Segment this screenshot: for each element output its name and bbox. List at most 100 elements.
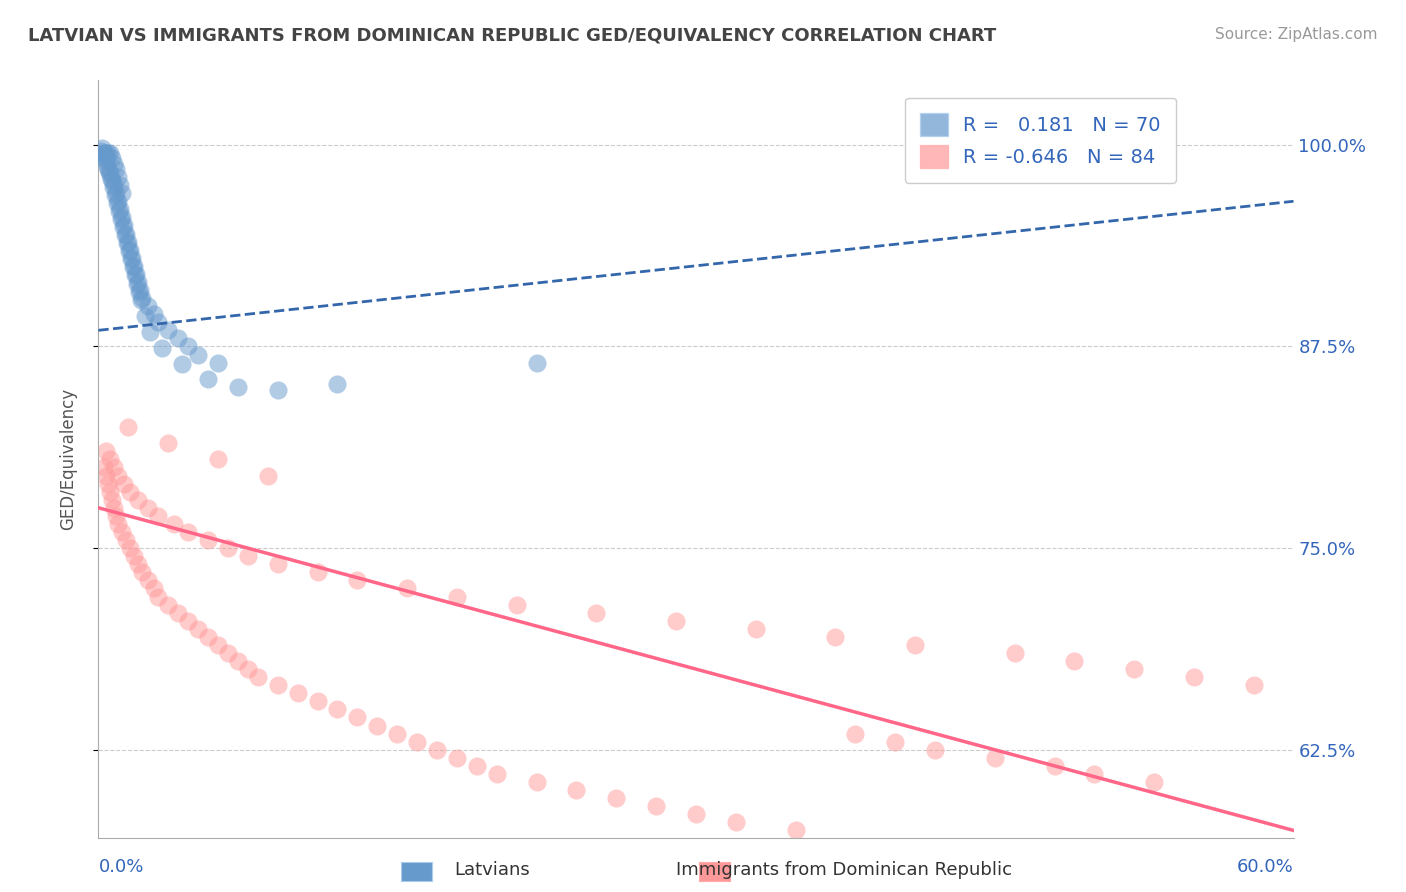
Point [1083,767,1105,781]
Point [143,307,166,321]
Point [136,574,159,588]
Point [124,549,146,564]
Point [506,598,529,612]
Point [346,710,368,724]
Point [104,187,127,202]
Point [148,508,170,523]
Point [96,145,118,160]
Point [267,558,290,572]
Point [107,468,129,483]
Point [98,167,122,181]
Point [157,598,180,612]
Point [150,341,173,355]
Text: 60.0%: 60.0% [1237,858,1294,876]
Point [526,355,548,369]
Point [844,726,866,740]
Point [110,202,132,217]
Point [97,161,120,176]
Point [129,283,152,297]
Point [197,630,219,644]
Point [105,508,128,523]
Point [124,268,146,283]
Point [98,145,122,160]
Point [93,145,115,160]
Point [685,807,707,822]
Point [117,420,139,434]
Point [446,590,468,604]
Point [131,291,153,305]
Point [108,203,131,218]
Point [93,145,115,160]
Point [111,211,134,225]
Text: Immigrants from Dominican Republic: Immigrants from Dominican Republic [676,861,1011,879]
Point [103,157,125,171]
Point [96,468,118,483]
Point [122,260,145,275]
Text: 0.0%: 0.0% [98,858,143,876]
Point [163,516,186,531]
Point [107,170,129,185]
Point [326,702,349,716]
Point [111,186,134,201]
Point [346,574,368,588]
Point [605,791,627,805]
Point [267,678,290,692]
Point [105,186,128,201]
Point [111,524,134,539]
Point [127,277,149,291]
Point [143,582,166,596]
Point [117,235,139,249]
Point [93,147,115,161]
Point [1123,662,1146,676]
Point [91,141,114,155]
Point [98,452,122,467]
Point [197,533,219,547]
Point [226,654,249,668]
Point [127,492,149,507]
Point [97,476,120,491]
Point [167,606,190,620]
Y-axis label: GED/Equivalency: GED/Equivalency [59,388,77,531]
Point [217,646,239,660]
Point [924,743,946,757]
Point [139,325,162,339]
Point [585,606,607,620]
Point [157,436,180,450]
Point [236,549,259,564]
Point [136,500,159,515]
Point [127,558,149,572]
Point [207,452,229,467]
Point [98,165,121,179]
Point [128,285,150,299]
Point [172,357,194,371]
Point [645,799,668,814]
Point [107,194,129,209]
Point [1043,759,1066,773]
Point [96,444,118,458]
Point [101,492,124,507]
Point [1182,670,1205,684]
Point [93,460,115,475]
Point [485,767,508,781]
Point [136,299,159,313]
Point [745,622,768,636]
Point [115,533,138,547]
Point [326,376,349,391]
Point [177,339,200,353]
Point [110,178,132,193]
Point [406,734,429,748]
Point [112,220,135,235]
Point [124,259,146,273]
Text: Source: ZipAtlas.com: Source: ZipAtlas.com [1215,27,1378,42]
Point [110,212,132,227]
Legend: R =   0.181   N = 70, R = -0.646   N = 84: R = 0.181 N = 70, R = -0.646 N = 84 [905,97,1177,184]
Point [94,153,117,167]
Point [446,751,468,765]
Point [307,566,329,580]
Point [1063,654,1085,668]
Point [112,476,135,491]
Point [103,460,125,475]
Point [267,383,290,397]
Point [118,244,141,259]
Text: Latvians: Latvians [454,861,530,879]
